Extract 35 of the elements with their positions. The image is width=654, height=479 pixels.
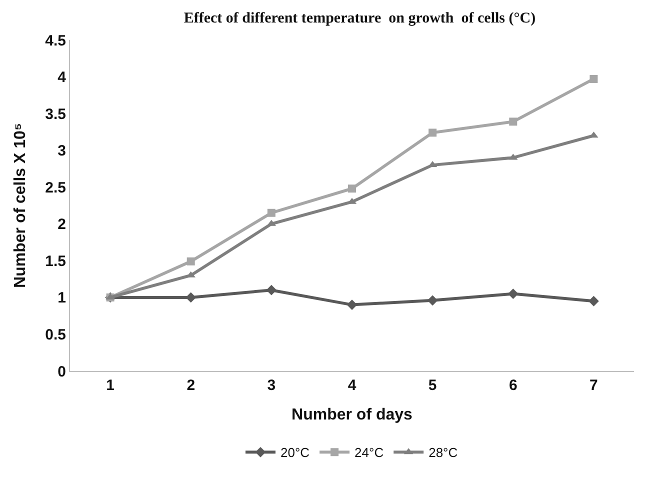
- point: [348, 184, 356, 193]
- x-tick-label: 2: [186, 377, 196, 394]
- y-tick-label: 0.5: [45, 326, 66, 344]
- y-tick-label: 4.5: [45, 32, 66, 50]
- x-tick-label: 3: [267, 377, 276, 394]
- x-axis-title: Number of days: [292, 406, 413, 424]
- x-tick-label: 1: [106, 377, 114, 394]
- x-tick-label: 4: [348, 377, 357, 394]
- legend-label: 20°C: [280, 445, 310, 460]
- x-tick-label: 7: [590, 377, 598, 394]
- point: [267, 208, 276, 217]
- point: [509, 118, 518, 126]
- y-tick-label: 3: [58, 142, 66, 160]
- legend-label: 24°C: [354, 445, 384, 460]
- point: [186, 292, 196, 303]
- chart-title: Effect of different temperature on growth of cells (°C): [184, 10, 536, 26]
- y-tick-label: 2: [58, 216, 66, 234]
- point: [186, 257, 195, 266]
- point: [346, 300, 358, 310]
- y-tick-label: 2.5: [45, 179, 66, 196]
- y-tick-label: 1: [58, 290, 66, 307]
- y-tick-label: 1.5: [45, 252, 66, 270]
- x-tick-label: 6: [508, 377, 518, 394]
- y-tick-label: 3.5: [45, 106, 66, 123]
- point: [428, 128, 437, 137]
- point: [266, 284, 277, 296]
- x-tick-label: 5: [428, 377, 437, 394]
- y-tick-label: 4: [58, 69, 67, 86]
- point: [427, 295, 438, 306]
- y-tick-label: 0: [58, 363, 66, 380]
- legend-label: 28°C: [428, 445, 458, 460]
- point: [588, 296, 599, 306]
- y-axis-title: Number of cells X 10⁵: [12, 123, 30, 288]
- point: [590, 74, 598, 83]
- point: [508, 288, 518, 299]
